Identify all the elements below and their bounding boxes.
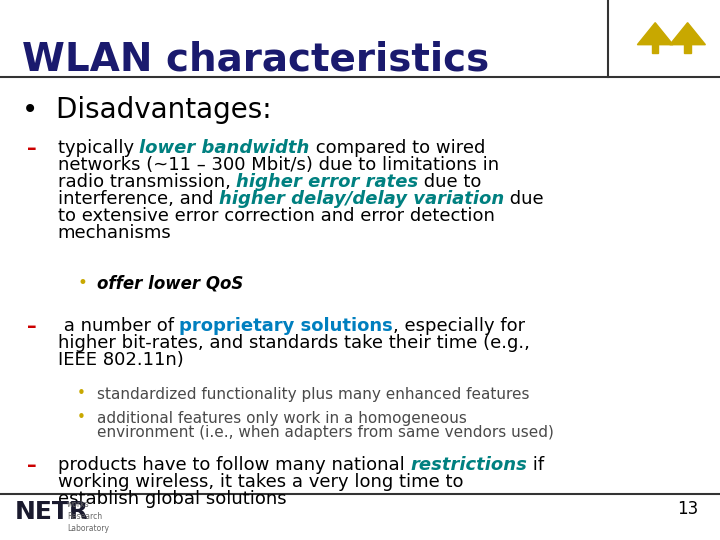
Text: standardized functionality plus many enhanced features: standardized functionality plus many enh… <box>97 387 530 402</box>
Text: compared to wired: compared to wired <box>310 139 485 157</box>
Text: working wireless, it takes a very long time to: working wireless, it takes a very long t… <box>58 473 463 491</box>
Text: establish global solutions: establish global solutions <box>58 490 287 508</box>
Text: due: due <box>504 190 544 207</box>
Text: •: • <box>77 386 86 401</box>
Text: to extensive error correction and error detection: to extensive error correction and error … <box>58 207 495 225</box>
Text: –: – <box>27 318 37 336</box>
Text: lower bandwidth: lower bandwidth <box>140 139 310 157</box>
Text: higher bit-rates, and standards take their time (e.g.,: higher bit-rates, and standards take the… <box>58 334 529 353</box>
Text: works
Research
Laboratory: works Research Laboratory <box>67 500 109 532</box>
Text: •  Disadvantages:: • Disadvantages: <box>22 96 271 124</box>
Text: WLAN characteristics: WLAN characteristics <box>22 40 489 78</box>
Text: networks (~11 – 300 Mbit/s) due to limitations in: networks (~11 – 300 Mbit/s) due to limit… <box>58 156 499 174</box>
Text: NETR: NETR <box>14 500 89 524</box>
Text: mechanisms: mechanisms <box>58 224 171 241</box>
Text: 13: 13 <box>677 500 698 518</box>
Text: –: – <box>27 139 37 158</box>
Text: additional features only work in a homogeneous: additional features only work in a homog… <box>97 411 467 426</box>
Text: proprietary solutions: proprietary solutions <box>179 318 393 335</box>
Bar <box>685 44 690 52</box>
Text: restrictions: restrictions <box>410 456 527 474</box>
Bar <box>652 44 658 52</box>
Text: , especially for: , especially for <box>393 318 525 335</box>
Text: –: – <box>27 456 37 475</box>
Text: products have to follow many national: products have to follow many national <box>58 456 410 474</box>
Text: •: • <box>77 410 86 425</box>
Text: higher delay/delay variation: higher delay/delay variation <box>219 190 504 207</box>
Text: interference, and: interference, and <box>58 190 219 207</box>
Text: typically: typically <box>58 139 140 157</box>
Text: a number of: a number of <box>58 318 179 335</box>
Text: offer lower QoS: offer lower QoS <box>97 275 243 293</box>
Polygon shape <box>637 23 673 45</box>
Text: if: if <box>527 456 544 474</box>
Polygon shape <box>670 23 706 45</box>
Text: environment (i.e., when adapters from same vendors used): environment (i.e., when adapters from sa… <box>97 425 554 440</box>
Text: radio transmission,: radio transmission, <box>58 173 236 191</box>
Text: due to: due to <box>418 173 482 191</box>
Text: higher error rates: higher error rates <box>236 173 418 191</box>
Text: •: • <box>77 274 87 292</box>
Text: IEEE 802.11n): IEEE 802.11n) <box>58 352 184 369</box>
